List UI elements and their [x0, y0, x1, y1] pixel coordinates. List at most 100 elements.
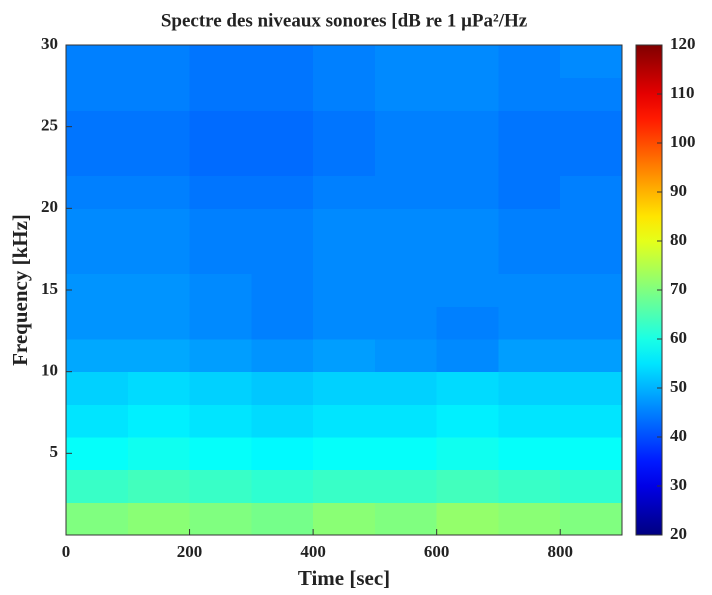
heatmap-cell: [560, 241, 623, 275]
heatmap-cell: [251, 77, 314, 111]
heatmap-cell: [374, 208, 438, 242]
colorbar-tick-label: 40: [670, 426, 687, 445]
heatmap-cell: [127, 339, 191, 373]
heatmap-cell: [436, 110, 499, 144]
heatmap-cell: [189, 273, 252, 307]
heatmap-cell: [498, 175, 561, 209]
heatmap-cell: [189, 404, 252, 438]
x-tick-label: 800: [547, 542, 573, 561]
heatmap-cell: [498, 110, 561, 144]
colorbar-tick-label: 80: [670, 230, 687, 249]
heatmap-cell: [498, 241, 561, 275]
heatmap-cell: [498, 437, 561, 471]
heatmap-cell: [498, 143, 561, 177]
heatmap-cell: [127, 437, 191, 471]
heatmap-cell: [436, 273, 499, 307]
heatmap-cell: [251, 110, 314, 144]
heatmap-cell: [313, 502, 376, 536]
heatmap-cell: [66, 502, 129, 536]
heatmap-cell: [560, 143, 623, 177]
heatmap-cell: [251, 273, 314, 307]
heatmap-cell: [560, 502, 623, 536]
heatmap-cell: [189, 208, 252, 242]
y-tick-label: 30: [41, 34, 58, 53]
heatmap-cell: [498, 339, 561, 373]
heatmap-cell: [560, 469, 623, 503]
heatmap-cell: [127, 77, 191, 111]
y-tick-label: 15: [41, 279, 58, 298]
heatmap-cell: [189, 143, 252, 177]
heatmap-cell: [189, 502, 252, 536]
heatmap-cell: [127, 143, 191, 177]
heatmap-cell: [66, 306, 129, 340]
heatmap-cell: [498, 502, 561, 536]
heatmap-cell: [313, 208, 376, 242]
x-tick-label: 400: [300, 542, 326, 561]
heatmap-cell: [498, 77, 561, 111]
heatmap-cell: [251, 437, 314, 471]
heatmap-cell: [127, 502, 191, 536]
y-tick-label: 10: [41, 361, 58, 380]
heatmap-cell: [251, 502, 314, 536]
heatmap-cell: [189, 241, 252, 275]
x-tick-label: 0: [62, 542, 71, 561]
colorbar-tick-label: 60: [670, 328, 687, 347]
heatmap-cell: [66, 339, 129, 373]
heatmap-cell: [560, 404, 623, 438]
heatmap-cell: [251, 241, 314, 275]
heatmap-cell: [189, 339, 252, 373]
heatmap-cell: [436, 306, 499, 340]
heatmap-cell: [189, 45, 252, 79]
heatmap-cell: [66, 404, 129, 438]
heatmap-cell: [498, 208, 561, 242]
heatmap-cell: [498, 404, 561, 438]
heatmap-cell: [251, 339, 314, 373]
heatmap-cell: [127, 469, 191, 503]
heatmap-cell: [66, 143, 129, 177]
heatmap-cell: [436, 175, 499, 209]
heatmap-cell: [251, 208, 314, 242]
heatmap-cell: [127, 241, 191, 275]
heatmap-cell: [251, 45, 314, 79]
x-tick-label: 200: [177, 542, 203, 561]
heatmap-cell: [560, 306, 623, 340]
heatmap-cell: [66, 273, 129, 307]
heatmap-cell: [251, 371, 314, 405]
heatmap-cell: [374, 110, 438, 144]
heatmap-cell: [374, 371, 438, 405]
heatmap-cell: [374, 241, 438, 275]
x-axis-label: Time [sec]: [298, 566, 390, 590]
y-tick-label: 20: [41, 197, 58, 216]
heatmap-cell: [436, 339, 499, 373]
heatmap-cell: [374, 273, 438, 307]
y-axis-label: Frequency [kHz]: [8, 214, 32, 366]
heatmap-cell: [127, 110, 191, 144]
heatmap-cell: [374, 143, 438, 177]
colorbar-tick-label: 70: [670, 279, 687, 298]
heatmap-cell: [436, 502, 499, 536]
heatmap-cell: [374, 437, 438, 471]
heatmap-cell: [560, 208, 623, 242]
heatmap-cell: [436, 208, 499, 242]
heatmap-cell: [560, 371, 623, 405]
heatmap-cell: [374, 45, 438, 79]
heatmap-cell: [436, 143, 499, 177]
heatmap-cell: [189, 469, 252, 503]
heatmap-cell: [560, 45, 623, 79]
heatmap-cell: [66, 437, 129, 471]
heatmap-cell: [498, 371, 561, 405]
heatmap-cell: [127, 371, 191, 405]
colorbar-tick-label: 30: [670, 475, 687, 494]
heatmap-cell: [436, 469, 499, 503]
heatmap-cell: [374, 339, 438, 373]
heatmap-cell: [189, 175, 252, 209]
y-tick-label: 5: [50, 442, 59, 461]
heatmap-cell: [189, 77, 252, 111]
heatmap-cell: [127, 273, 191, 307]
heatmap-cell: [560, 437, 623, 471]
colorbar-tick-label: 50: [670, 377, 687, 396]
heatmap-cell: [313, 404, 376, 438]
heatmap-cell: [436, 77, 499, 111]
heatmap-cell: [498, 469, 561, 503]
